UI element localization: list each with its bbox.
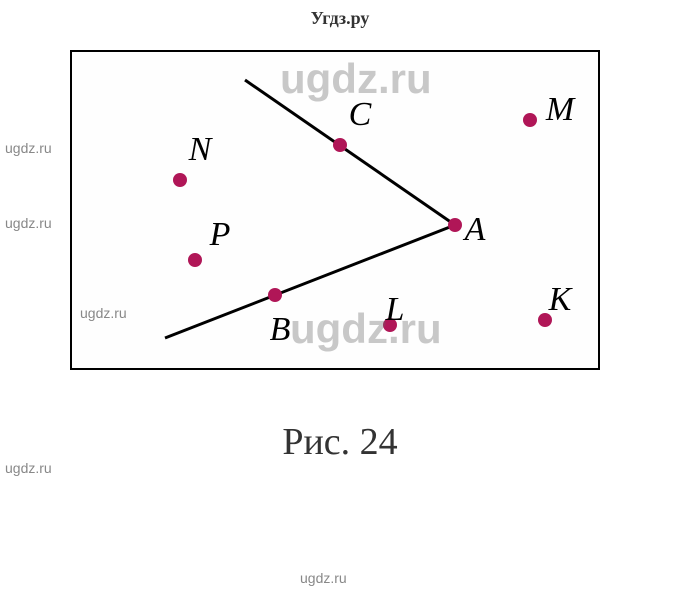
label-K: K: [549, 281, 572, 319]
watermark-small: ugdz.ru: [80, 305, 127, 321]
point-N: [173, 173, 187, 187]
label-B: B: [270, 311, 291, 349]
watermark-large: ugdz.ru: [290, 305, 442, 353]
watermark-large: ugdz.ru: [280, 55, 432, 103]
watermark-small: ugdz.ru: [5, 460, 52, 476]
label-M: M: [546, 91, 574, 129]
page-header: Угдз.ру: [311, 8, 370, 29]
label-P: P: [210, 216, 231, 254]
point-B: [268, 288, 282, 302]
watermark-small: ugdz.ru: [300, 570, 347, 586]
point-A: [448, 218, 462, 232]
label-N: N: [189, 131, 212, 169]
watermark-small: ugdz.ru: [5, 215, 52, 231]
figure-caption: Рис. 24: [282, 420, 397, 464]
point-P: [188, 253, 202, 267]
point-C: [333, 138, 347, 152]
label-A: A: [465, 211, 486, 249]
watermark-small: ugdz.ru: [5, 140, 52, 156]
point-M: [523, 113, 537, 127]
